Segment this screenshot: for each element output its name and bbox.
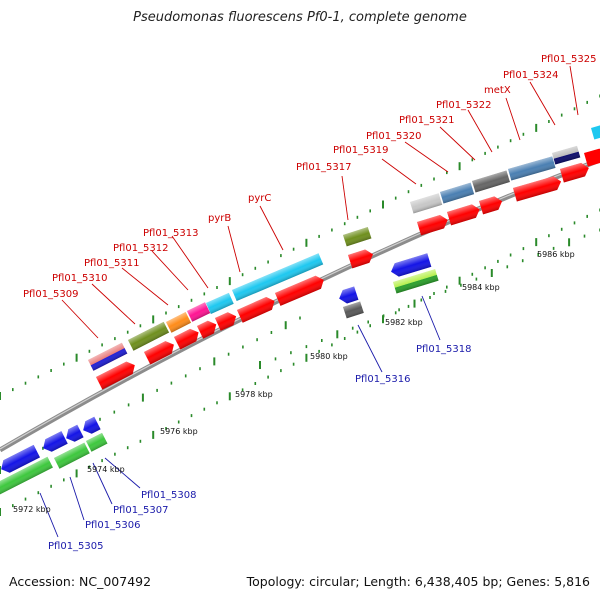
tick-dashes — [0, 94, 600, 516]
tick-label: 5986 kbp — [537, 250, 575, 259]
gene-label[interactable]: Pfl01_5312 — [113, 243, 169, 254]
gene-feature[interactable] — [591, 124, 600, 140]
gene-label[interactable]: Pfl01_5324 — [503, 70, 559, 81]
genome-backbone — [0, 157, 600, 453]
page-title: Pseudomonas fluorescens Pf0-1, complete … — [133, 10, 467, 25]
gene-label[interactable]: Pfl01_5306 — [85, 520, 141, 531]
lower-labels: Pfl01_5305 Pfl01_5306 Pfl01_5307 Pfl01_5… — [48, 344, 472, 552]
tick-label: 5982 kbp — [385, 318, 423, 327]
gene-label[interactable]: Pfl01_5319 — [333, 145, 389, 156]
gene-label[interactable]: pyrC — [248, 193, 271, 204]
gene-label[interactable]: Pfl01_5321 — [399, 115, 455, 126]
gene-label[interactable]: Pfl01_5308 — [141, 490, 197, 501]
gene-label[interactable]: Pfl01_5310 — [52, 273, 108, 284]
gene-label[interactable]: Pfl01_5313 — [143, 228, 199, 239]
gene-label[interactable]: Pfl01_5318 — [416, 344, 472, 355]
tick-label: 5974 kbp — [87, 465, 125, 474]
lower-gene-track — [0, 253, 439, 495]
tick-label: 5980 kbp — [310, 352, 348, 361]
gene-label[interactable]: pyrB — [208, 213, 231, 224]
gene-label[interactable]: Pfl01_5317 — [296, 162, 352, 173]
upper-cds-track — [96, 147, 600, 390]
accession-text: Accession: NC_007492 — [9, 574, 152, 589]
tick-labels: 5972 kbp 5974 kbp 5976 kbp 5978 kbp 5980… — [13, 250, 575, 514]
gene-label[interactable]: Pfl01_5307 — [113, 505, 169, 516]
gene-label[interactable]: Pfl01_5325 — [541, 54, 597, 65]
gene-label[interactable]: Pfl01_5316 — [355, 374, 411, 385]
upper-labels: Pfl01_5309 Pfl01_5310 Pfl01_5311 Pfl01_5… — [23, 54, 597, 300]
upper-gene-track — [88, 124, 600, 371]
gene-label[interactable]: metX — [484, 85, 511, 96]
genome-backbone-highlight — [0, 158, 600, 450]
tick-label: 5976 kbp — [160, 427, 198, 436]
tick-label: 5978 kbp — [235, 390, 273, 399]
leader-lines — [39, 65, 579, 538]
gene-label[interactable]: Pfl01_5322 — [436, 100, 492, 111]
tick-label: 5984 kbp — [462, 283, 500, 292]
tick-label: 5972 kbp — [13, 505, 51, 514]
gene-label[interactable]: Pfl01_5320 — [366, 131, 422, 142]
gene-label[interactable]: Pfl01_5309 — [23, 289, 79, 300]
cds-arrow[interactable] — [584, 147, 600, 167]
topology-text: Topology: circular; Length: 6,438,405 bp… — [246, 574, 590, 589]
gene-label[interactable]: Pfl01_5305 — [48, 541, 104, 552]
gene-label[interactable]: Pfl01_5311 — [84, 258, 140, 269]
